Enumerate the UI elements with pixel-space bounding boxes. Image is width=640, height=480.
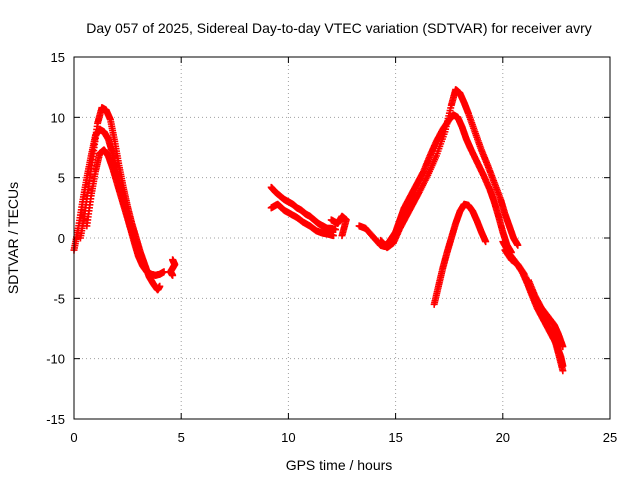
series-arc-f (267, 200, 337, 240)
y-axis-label: SDTVAR / TECUs (5, 182, 21, 294)
y-tick-label: 10 (51, 110, 65, 125)
series-arc-h (355, 111, 515, 256)
y-tick-label: 0 (58, 231, 65, 246)
data-point (169, 271, 177, 279)
x-tick-label: 10 (281, 430, 295, 445)
series-arc-e (267, 183, 340, 234)
y-tick-label: -5 (53, 291, 65, 306)
series-arc-m (525, 276, 567, 351)
data-point (329, 232, 337, 240)
data-point (482, 238, 490, 246)
y-tick-label: 15 (51, 50, 65, 65)
data-point (134, 246, 142, 254)
x-tick-label: 15 (388, 430, 402, 445)
series-arc-l (501, 246, 567, 370)
y-tick-label: -15 (46, 412, 65, 427)
series-arc-g (327, 212, 350, 240)
series-arc-j (430, 200, 490, 308)
plot-frame (73, 56, 611, 420)
series-arc-d (166, 256, 179, 279)
chart-title: Day 057 of 2025, Sidereal Day-to-day VTE… (86, 20, 592, 36)
x-tick-label: 5 (178, 430, 185, 445)
series-arc-i (377, 86, 522, 252)
series-arc-b (76, 104, 164, 294)
data-point (514, 241, 522, 249)
data-marks (70, 86, 567, 375)
x-tick-label: 20 (496, 430, 510, 445)
data-point (338, 232, 346, 240)
series-arc-c (83, 146, 142, 254)
data-point (156, 282, 164, 290)
y-tick-label: 5 (58, 171, 65, 186)
x-tick-label: 0 (70, 430, 77, 445)
x-axis-label: GPS time / hours (286, 457, 393, 473)
axis-ticks: 0 5 10 15 20 25 15 10 5 0 -5 -10 -15 (46, 50, 617, 445)
data-point (332, 226, 340, 234)
data-point (160, 268, 168, 276)
y-tick-label: -10 (46, 352, 65, 367)
x-tick-label: 25 (603, 430, 617, 445)
data-point (559, 362, 567, 370)
data-point (559, 343, 567, 351)
